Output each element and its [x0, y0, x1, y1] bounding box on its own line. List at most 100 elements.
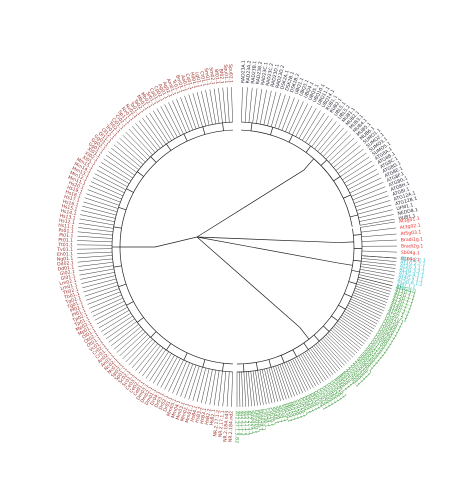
leaf-branch [105, 154, 135, 176]
subclade-stem [353, 234, 362, 236]
leaf-branch [205, 90, 213, 125]
subclade-arc [302, 345, 315, 354]
leaf-label: Hs15.1 [61, 203, 78, 213]
leaf-label: HsB3.2 [194, 406, 204, 423]
subclade-arc [360, 227, 363, 242]
leaf-branch [361, 239, 397, 242]
leaf-label: Smo01g.1 [252, 410, 261, 434]
clade-arc [236, 275, 351, 365]
leaf-branch [180, 97, 194, 131]
leaf-branch [325, 334, 352, 360]
leaf-branch [92, 177, 125, 193]
subclade-stem [313, 334, 320, 342]
leaf-branch [361, 255, 397, 259]
leaf-label: HsB4.1 [190, 405, 200, 422]
leaf-branch [145, 115, 167, 145]
leaf-label: AT1G.2.1 [394, 287, 416, 298]
leaf-branch [292, 358, 309, 391]
leaf-branch [243, 371, 247, 407]
leaf-branch [241, 371, 244, 407]
subclade-stem [268, 359, 272, 368]
clade-stem [303, 158, 315, 171]
subclade-stem [270, 127, 274, 135]
clade-arc [350, 255, 355, 276]
leaf-branch [345, 308, 376, 327]
leaf-branch [347, 304, 379, 322]
leaf-label: RAD23D.1 [270, 63, 281, 87]
leaf-branch [353, 292, 387, 306]
leaf-branch [263, 90, 272, 125]
subclade-stem [137, 317, 144, 323]
leaf-branch [213, 370, 220, 406]
leaf-branch [149, 351, 169, 382]
leaf-label: Bradi1g.1 [401, 236, 424, 243]
leaf-label: HsB2.2 [204, 408, 213, 425]
leaf-label: AT2.27.1.2 [243, 411, 250, 436]
leaf-label: Ct01.1 [198, 71, 207, 87]
subclade-arc [354, 204, 361, 226]
leaf-label: UBQ1.1 [294, 77, 306, 95]
leaf-branch [94, 304, 126, 321]
leaf-branch [325, 134, 351, 160]
leaf-branch [244, 87, 248, 123]
leaf-label: Hs13.1 [59, 213, 76, 222]
subclade-stem [113, 265, 122, 268]
leaf-branch [356, 200, 391, 211]
leaf-branch [357, 281, 391, 292]
leaf-branch [96, 169, 128, 187]
leaf-label: RAD23C.1 [260, 62, 270, 86]
leaf-branch [248, 87, 253, 123]
leaf-label: AT2.27.1.1 [246, 410, 254, 435]
root-spoke [196, 236, 301, 328]
leaf-branch [222, 371, 227, 407]
leaf-label: Lm01.1 [60, 282, 78, 292]
subclade-arc [301, 139, 320, 153]
leaf-branch [135, 343, 158, 371]
leaf-branch [359, 214, 394, 222]
leaf-label: Os04g.1 [400, 256, 420, 263]
leaf-branch [342, 312, 373, 332]
leaf-branch [125, 336, 151, 363]
leaf-label: Gl02.1 [60, 269, 76, 277]
leaf-label: AT2.27.1.5.B2 [234, 411, 240, 443]
leaf-label: NEDD8.1 [397, 207, 419, 217]
leaf-branch [98, 310, 130, 329]
leaf-branch [87, 291, 121, 305]
leaf-branch [359, 271, 394, 280]
leaf-label: Hs17.1 [63, 194, 80, 204]
leaf-label: RAD23D.2 [275, 65, 287, 89]
leaf-branch [320, 127, 344, 155]
leaf-label: Pi01.1 [59, 232, 74, 239]
subclade-arc [121, 296, 132, 315]
leaf-branch [168, 359, 184, 392]
leaf-branch [360, 266, 396, 273]
leaf-label: At3g01.1 [399, 216, 421, 225]
leaf-label: Cs01g.1 [267, 407, 277, 427]
leaf-label: Hs18.1 [65, 189, 82, 200]
leaf-label: Mt03g.1 [281, 403, 292, 423]
leaf-branch [361, 258, 397, 262]
leaf-label: AT4G.5.1.1 [398, 274, 424, 284]
leaf-label: Tg01.1 [66, 299, 84, 310]
leaf-branch [355, 195, 389, 208]
subclade-arc [345, 185, 355, 205]
leaf-branch [302, 110, 321, 141]
leaf-branch [351, 296, 384, 312]
leaf-branch [111, 324, 139, 347]
leaf-label: Tv01.1 [56, 247, 73, 253]
leaf-branch [101, 162, 132, 182]
leaf-label: Dd01.1 [57, 265, 74, 273]
leaf-branch [311, 346, 334, 376]
subclade-arc [121, 179, 132, 198]
leaf-branch [273, 366, 284, 401]
subclade-arc [131, 163, 144, 181]
leaf-branch [142, 117, 164, 147]
subclade-stem [349, 214, 358, 218]
leaf-branch [78, 262, 113, 267]
leaf-branch [105, 318, 135, 340]
leaf-branch [290, 359, 306, 392]
leaf-branch [231, 371, 233, 407]
leaf-label: RAD23A.2 [245, 60, 252, 83]
leaf-branch [360, 218, 395, 226]
